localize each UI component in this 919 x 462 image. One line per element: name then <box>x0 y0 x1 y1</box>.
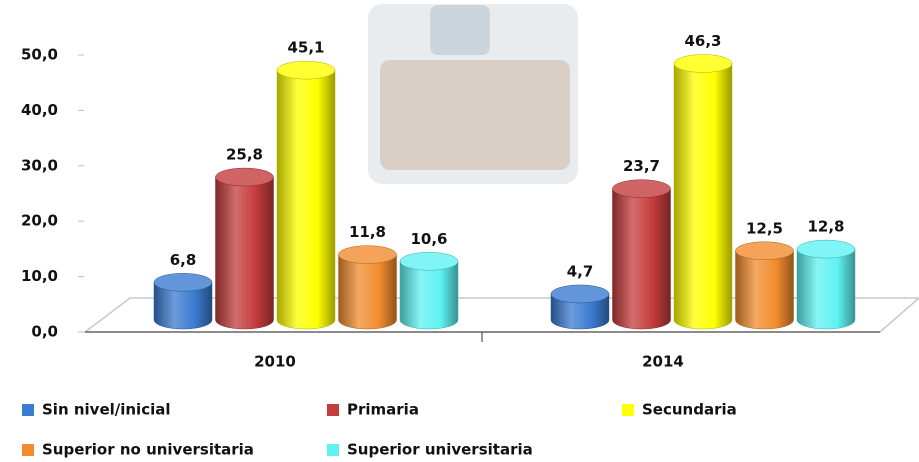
value-label: 10,6 <box>410 230 447 248</box>
bar-cap <box>339 246 397 264</box>
photo-window <box>430 5 490 55</box>
bar <box>277 70 335 329</box>
value-label: 4,7 <box>567 262 594 280</box>
y-tick-label: 10,0 <box>21 267 58 285</box>
y-tick-label: 40,0 <box>21 101 58 119</box>
legend-label: Superior universitaria <box>347 441 533 459</box>
bar-cap <box>400 252 458 270</box>
legend-swatch <box>327 404 339 416</box>
legend-label: Secundaria <box>642 401 737 419</box>
x-tick-label: 2014 <box>642 353 684 371</box>
x-tick-label: 2010 <box>254 353 296 371</box>
legend-swatch <box>327 444 339 456</box>
value-label: 6,8 <box>170 251 197 269</box>
bar-cap <box>674 54 732 72</box>
legend-label: Superior no universitaria <box>42 441 254 459</box>
bar-cap <box>551 285 609 303</box>
legend-label: Primaria <box>347 401 419 419</box>
value-label: 12,8 <box>807 218 844 236</box>
photo-people <box>380 60 570 170</box>
y-tick-label: 30,0 <box>21 156 58 174</box>
bar <box>339 255 397 329</box>
bar-cap <box>216 168 274 186</box>
y-tick-label: 20,0 <box>21 212 58 230</box>
legend-swatch <box>622 404 634 416</box>
bar-cap <box>277 61 335 79</box>
photo <box>368 4 578 184</box>
chart: 6,8 25,8 45,1 11,8 10,6 4,7 23,7 46,3 12,5 12,8 0… <box>0 0 919 462</box>
value-label: 45,1 <box>287 39 324 57</box>
y-tick-label: 50,0 <box>21 46 58 64</box>
bar <box>797 249 855 329</box>
value-label: 23,7 <box>623 157 660 175</box>
value-label: 11,8 <box>349 223 386 241</box>
bar <box>400 261 458 329</box>
legend-label: Sin nivel/inicial <box>42 401 171 419</box>
legend-swatch <box>22 404 34 416</box>
bar <box>736 251 794 329</box>
bar <box>613 189 671 329</box>
bar-cap <box>797 240 855 258</box>
value-label: 12,5 <box>746 219 783 237</box>
y-tick-label: 0,0 <box>31 323 58 341</box>
value-label: 46,3 <box>684 32 721 50</box>
bar-cap <box>736 242 794 260</box>
bar <box>674 63 732 329</box>
bar-cap <box>154 273 212 291</box>
bar <box>216 177 274 329</box>
bar-cap <box>613 180 671 198</box>
legend-swatch <box>22 444 34 456</box>
value-label: 25,8 <box>226 146 263 164</box>
